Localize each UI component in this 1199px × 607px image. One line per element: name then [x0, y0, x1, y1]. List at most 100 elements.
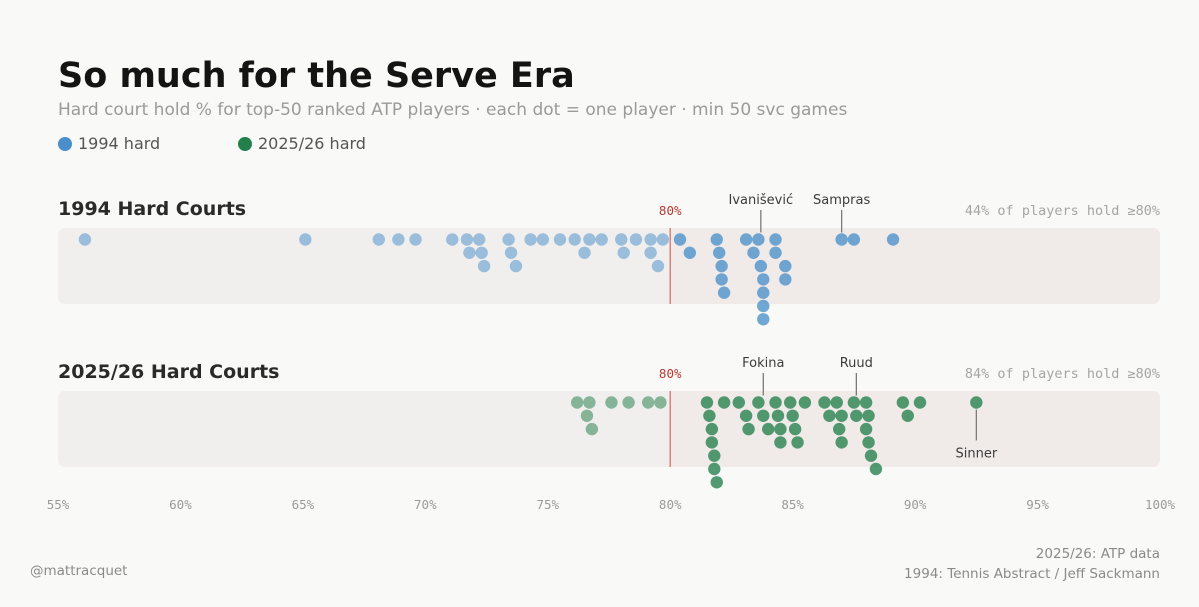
panel-title-2025: 2025/26 Hard Courts [58, 361, 279, 383]
data-point-1994 [644, 246, 657, 259]
data-point-1994 [757, 299, 770, 313]
data-point-1994 [713, 246, 726, 259]
data-point-2025 [769, 396, 782, 409]
data-point-1994 [578, 246, 591, 259]
data-point-2025 [703, 409, 716, 422]
x-tick-label: 65% [292, 497, 315, 512]
data-point-2025 [862, 409, 875, 422]
data-point-1994 [747, 246, 760, 259]
data-point-2025 [869, 462, 883, 476]
panel-band-highlight-cap-2025 [1146, 391, 1160, 467]
data-point-1994 [595, 233, 608, 246]
data-point-1994 [583, 233, 596, 246]
data-point-2025 [605, 396, 618, 409]
reference-label-1994: 80% [659, 203, 682, 218]
annotation-label-sinner: Sinner [955, 447, 997, 462]
chart-title: So much for the Serve Era [58, 56, 575, 96]
data-point-2025 [864, 449, 878, 462]
data-point-1994 [509, 259, 523, 273]
x-tick-label: 90% [904, 497, 927, 512]
data-point-2025 [641, 396, 655, 409]
x-tick-label: 60% [169, 497, 192, 512]
data-point-1994 [656, 233, 670, 246]
data-point-1994 [460, 233, 474, 246]
data-point-1994 [409, 233, 422, 246]
data-point-1994 [392, 233, 405, 246]
data-point-1994 [779, 273, 792, 286]
legend-swatch-1994 [58, 136, 72, 151]
share-label-2025: 84% of players hold ≥80% [965, 366, 1160, 382]
data-point-2025 [585, 422, 599, 436]
data-point-1994 [536, 233, 550, 246]
x-tick-label: 55% [47, 497, 70, 512]
data-point-1994 [835, 233, 848, 246]
data-point-1994 [757, 313, 770, 326]
data-point-1994 [504, 246, 518, 259]
legend-label-2025: 2025/26 hard [258, 134, 366, 153]
data-point-1994 [769, 233, 782, 246]
data-point-2025 [901, 409, 914, 422]
data-point-1994 [446, 233, 459, 246]
data-point-2025 [742, 422, 755, 436]
data-point-2025 [832, 422, 846, 436]
data-point-2025 [798, 396, 812, 409]
data-point-2025 [705, 422, 719, 436]
data-point-1994 [715, 273, 728, 286]
data-point-1994 [779, 259, 792, 273]
data-point-1994 [615, 233, 628, 246]
data-point-1994 [739, 233, 753, 246]
panel-band-highlight-cap-1994 [1146, 228, 1160, 304]
data-point-2025 [896, 396, 910, 409]
data-point-2025 [717, 396, 731, 409]
footer-source-line-2: 1994: Tennis Abstract / Jeff Sackmann [904, 566, 1160, 582]
legend-label-1994: 1994 hard [78, 134, 161, 153]
data-point-2025 [830, 396, 843, 409]
data-point-1994 [463, 246, 476, 259]
data-point-2025 [791, 436, 804, 449]
x-tick-label: 75% [536, 497, 559, 512]
data-point-1994 [757, 273, 770, 286]
data-point-2025 [654, 396, 667, 409]
reference-label-2025: 80% [659, 366, 682, 381]
data-point-2025 [752, 396, 765, 409]
panel-title-1994: 1994 Hard Courts [58, 198, 246, 220]
data-point-2025 [859, 396, 873, 409]
share-label-1994: 44% of players hold ≥80% [965, 203, 1160, 219]
data-point-1994 [644, 233, 657, 246]
data-point-1994 [629, 233, 643, 246]
data-point-1994 [717, 286, 731, 299]
data-point-2025 [771, 409, 785, 422]
data-point-2025 [835, 409, 848, 422]
annotation-label-sampras: Sampras [813, 193, 870, 208]
data-point-1994 [769, 246, 782, 259]
data-point-2025 [700, 396, 714, 409]
data-point-1994 [673, 233, 687, 246]
x-tick-label: 95% [1026, 497, 1049, 512]
data-point-1994 [886, 233, 900, 246]
data-point-2025 [757, 409, 770, 422]
data-point-1994 [847, 233, 861, 246]
annotation-label-ruud: Ruud [840, 356, 873, 371]
footer-source-line-1: 2025/26: ATP data [1035, 546, 1160, 562]
footer-source: 2025/26: ATP data 1994: Tennis Abstract … [904, 544, 1160, 584]
data-point-2025 [774, 422, 787, 436]
data-point-1994 [475, 246, 488, 259]
x-tick-label: 70% [414, 497, 437, 512]
x-tick-label: 85% [781, 497, 804, 512]
data-point-2025 [847, 396, 861, 409]
data-point-1994 [299, 233, 312, 246]
legend-item-1994: 1994 hard [58, 134, 238, 153]
chart-subtitle: Hard court hold % for top-50 ranked ATP … [58, 100, 848, 120]
annotation-label-ivanievi: Ivanišević [729, 193, 794, 208]
legend: 1994 hard 2025/26 hard [58, 134, 418, 153]
data-point-1994 [568, 233, 581, 246]
data-point-2025 [862, 436, 875, 449]
data-point-2025 [859, 422, 873, 436]
data-point-1994 [752, 233, 765, 246]
data-point-1994 [502, 233, 515, 246]
data-point-1994 [651, 259, 665, 273]
data-point-2025 [970, 396, 983, 409]
data-point-1994 [524, 233, 537, 246]
data-point-1994 [683, 246, 697, 259]
